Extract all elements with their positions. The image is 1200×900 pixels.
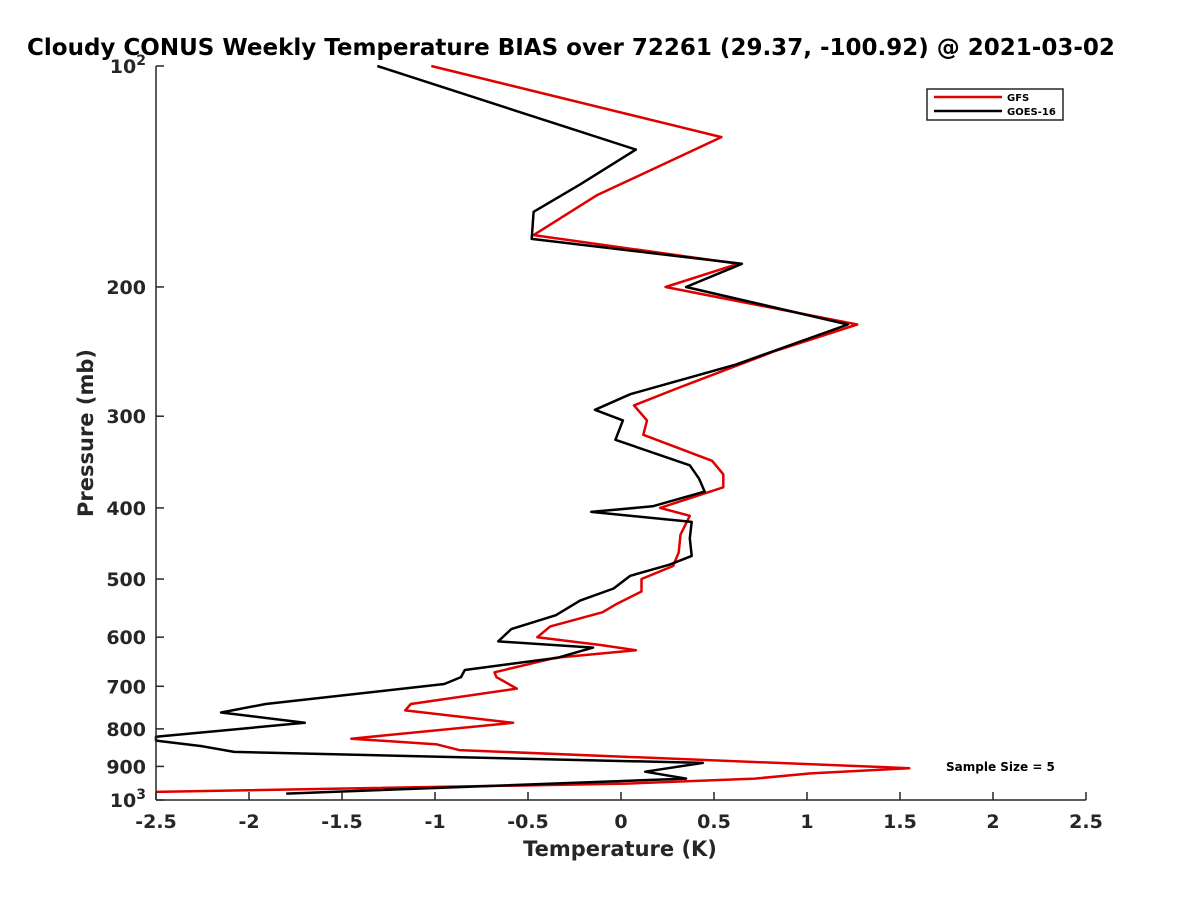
x-tick-label: 0: [614, 811, 627, 833]
series-line-goes16: [154, 64, 850, 795]
legend: GFS GOES-16: [926, 88, 1064, 121]
y-tick-label: 900: [106, 756, 146, 778]
y-tick-label: 600: [106, 627, 146, 649]
x-tick-label: 0.5: [697, 811, 731, 833]
legend-box: [926, 88, 1064, 121]
y-tick-label: 400: [106, 498, 146, 520]
x-axis-label: Temperature (K): [523, 837, 717, 861]
x-tick-label: 1: [800, 811, 813, 833]
axes: [155, 66, 1086, 801]
x-axis-ticks: -2.5 -2 -1.5 -1 -0.5 0 0.5 1 1.5 2 2.5: [135, 792, 1103, 833]
series-line-gfs: [155, 64, 911, 794]
plot-area: [154, 64, 911, 795]
y-tick-label: 200: [106, 277, 146, 299]
x-tick-label: -1.5: [321, 811, 363, 833]
y-tick-label: 102: [110, 53, 146, 78]
x-tick-label: -2.5: [135, 811, 177, 833]
x-tick-label: 2: [986, 811, 999, 833]
y-axis-ticks: 102 200 300 400 500 600 700 800 900 103: [106, 53, 164, 812]
x-tick-label: -1: [424, 811, 445, 833]
y-tick-label: 700: [106, 676, 146, 698]
y-tick-label: 500: [106, 569, 146, 591]
x-tick-label: 2.5: [1069, 811, 1103, 833]
legend-label-gfs: GFS: [1007, 93, 1029, 104]
y-tick-label: 300: [106, 406, 146, 428]
sample-size-annotation: Sample Size = 5: [946, 760, 1055, 774]
y-axis-label: Pressure (mb): [74, 349, 98, 517]
x-tick-label: -0.5: [507, 811, 549, 833]
y-tick-label: 103: [110, 787, 146, 812]
y-tick-label: 800: [106, 719, 146, 741]
x-tick-label: -2: [238, 811, 259, 833]
x-tick-label: 1.5: [883, 811, 917, 833]
chart-title: Cloudy CONUS Weekly Temperature BIAS ove…: [27, 35, 1115, 61]
legend-label-goes16: GOES-16: [1007, 107, 1056, 118]
